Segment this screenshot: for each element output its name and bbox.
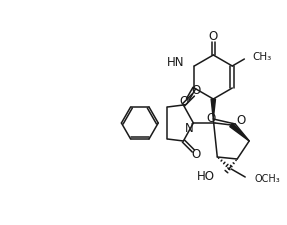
Text: O: O — [236, 113, 246, 126]
Text: O: O — [209, 31, 218, 43]
Polygon shape — [230, 123, 249, 141]
Text: O: O — [192, 148, 201, 162]
Polygon shape — [211, 99, 216, 119]
Text: HN: HN — [167, 56, 184, 70]
Text: CH₃: CH₃ — [252, 52, 272, 62]
Text: N: N — [185, 122, 194, 135]
Text: HO: HO — [197, 171, 215, 184]
Text: O: O — [207, 112, 216, 124]
Text: O: O — [192, 85, 201, 97]
Text: OCH₃: OCH₃ — [254, 174, 280, 184]
Text: O: O — [179, 95, 189, 108]
